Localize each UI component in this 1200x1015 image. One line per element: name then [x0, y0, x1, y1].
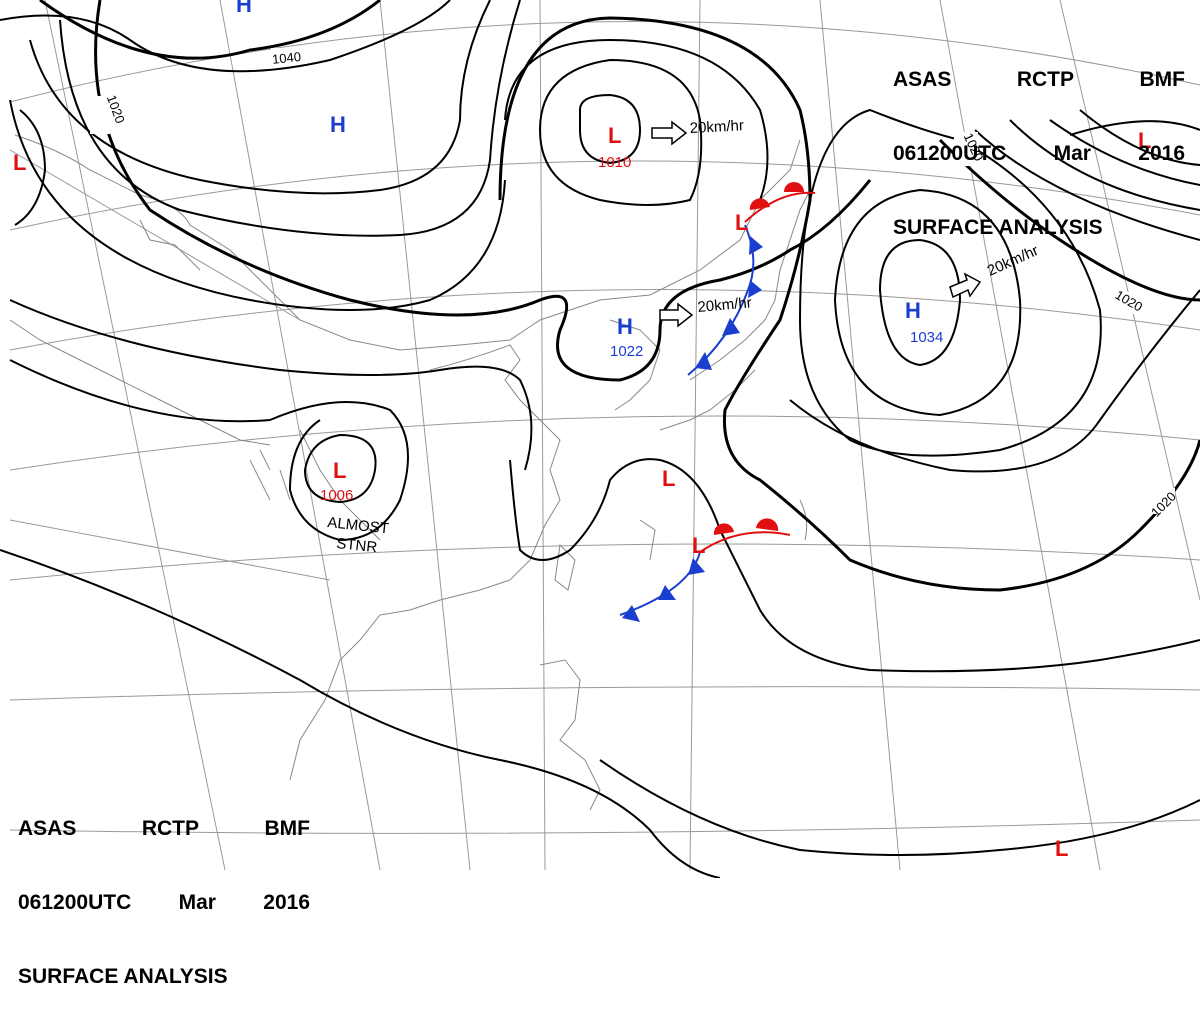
isobar [798, 108, 1102, 457]
header-title: SURFACE ANALYSIS [893, 216, 1103, 239]
header-time: 061200UTC [18, 891, 132, 914]
isobar [504, 38, 769, 201]
header-month: Mar [178, 891, 216, 914]
warm-front-symbol [784, 182, 804, 192]
isobar [538, 58, 703, 206]
isobar [14, 109, 47, 226]
header-line-1: ASAS RCTP BMF [893, 68, 1185, 94]
low-pressure-marker: L [333, 458, 346, 483]
low-pressure-marker: L [1055, 836, 1068, 861]
low-pressure-marker: L [692, 533, 705, 558]
warm-front-line [744, 191, 816, 223]
header-time: 061200UTC [893, 142, 1007, 165]
chart-header-top-right: ASAS RCTP BMF 061200UTC Mar 2016 SURFACE… [893, 20, 1185, 266]
isobar [9, 99, 506, 311]
surface-analysis-map: 1040 1020 1020 1020 1020 H H L L L H H L… [0, 0, 1200, 878]
hollow-arrow-icon [651, 120, 688, 146]
hollow-arrow-icon [659, 302, 694, 328]
high-pressure-marker: H [236, 0, 252, 17]
stationary-note-line: STNR [336, 535, 379, 556]
isobar [579, 93, 642, 165]
low-pressure-marker: L [1138, 128, 1151, 153]
header-title: SURFACE ANALYSIS [18, 965, 228, 988]
header-station: RCTP [141, 817, 200, 840]
high-pressure-marker: H [330, 112, 346, 137]
isobar [39, 0, 381, 60]
header-product: ASAS [893, 68, 952, 91]
isobar [1079, 109, 1200, 166]
low-pressure-marker: L [608, 123, 621, 148]
isobar [974, 129, 1200, 241]
isobar [938, 138, 1200, 302]
coastlines [9, 134, 811, 811]
isobar [599, 759, 1200, 856]
isobars [0, 0, 1200, 878]
header-year: 2016 [1138, 142, 1185, 165]
isobar [9, 359, 409, 542]
central-pressures: 1010 1022 1034 1006 [320, 154, 943, 504]
pressure-systems: H H L L L H H L L L L L [13, 0, 1151, 861]
isobar [59, 0, 521, 237]
isobar [0, 0, 451, 73]
central-pressure-value: 1022 [610, 343, 643, 360]
isobar [509, 458, 1200, 673]
stationary-note: ALMOST STNR [327, 514, 390, 556]
isobar [833, 188, 1022, 417]
header-product: ASAS [18, 817, 77, 840]
central-pressure-value: 1034 [910, 329, 943, 346]
cold-front-symbol [722, 318, 740, 336]
motion-speed-label: 20km/hr [689, 117, 744, 137]
isobar [303, 433, 377, 504]
header-station: RCTP [1016, 68, 1075, 91]
motion-speed-label: 20km/hr [697, 294, 752, 316]
isobar [1049, 119, 1200, 186]
low-pressure-marker: L [735, 210, 748, 235]
hollow-arrow-icon [949, 272, 982, 299]
high-pressure-marker: H [905, 298, 921, 323]
cold-front-symbol [622, 605, 640, 622]
stationary-note-line: ALMOST [327, 514, 390, 537]
isobar [0, 549, 721, 878]
low-pressure-marker: L [13, 150, 26, 175]
warm-front-symbol [713, 523, 734, 535]
low-pressure-marker: L [662, 466, 675, 491]
cold-front-symbol [748, 280, 762, 298]
cold-front-symbol [695, 352, 712, 370]
isobar [29, 0, 491, 195]
isobar [498, 16, 1200, 592]
header-line-1: ASAS RCTP BMF [18, 817, 310, 843]
header-line-2: 061200UTC Mar 2016 [893, 142, 1185, 168]
isobar [878, 238, 962, 367]
cold-front-symbol [688, 558, 705, 575]
warm-front-symbol [756, 518, 779, 531]
isobar [789, 289, 1200, 473]
header-month: Mar [1053, 142, 1091, 165]
fronts [619, 182, 816, 622]
warm-front-symbol [749, 198, 770, 210]
central-pressure-value: 1010 [598, 154, 631, 171]
warm-front-line [699, 531, 791, 553]
isobar [9, 299, 533, 471]
isobar [1069, 120, 1200, 136]
isobar-label: 1040 [271, 49, 301, 67]
cold-front-symbol [749, 236, 763, 255]
high-pressure-marker: H [617, 314, 633, 339]
header-code: BMF [264, 817, 311, 840]
header-year: 2016 [263, 891, 310, 914]
cold-front-symbol [658, 585, 676, 600]
movement-arrows [651, 120, 982, 328]
header-code: BMF [1139, 68, 1186, 91]
chart-header-bottom-left: ASAS RCTP BMF 061200UTC Mar 2016 SURFACE… [18, 769, 310, 1015]
central-pressure-value: 1006 [320, 487, 353, 504]
isobar [94, 0, 872, 382]
isobar [1009, 119, 1200, 211]
header-line-2: 061200UTC Mar 2016 [18, 891, 310, 917]
